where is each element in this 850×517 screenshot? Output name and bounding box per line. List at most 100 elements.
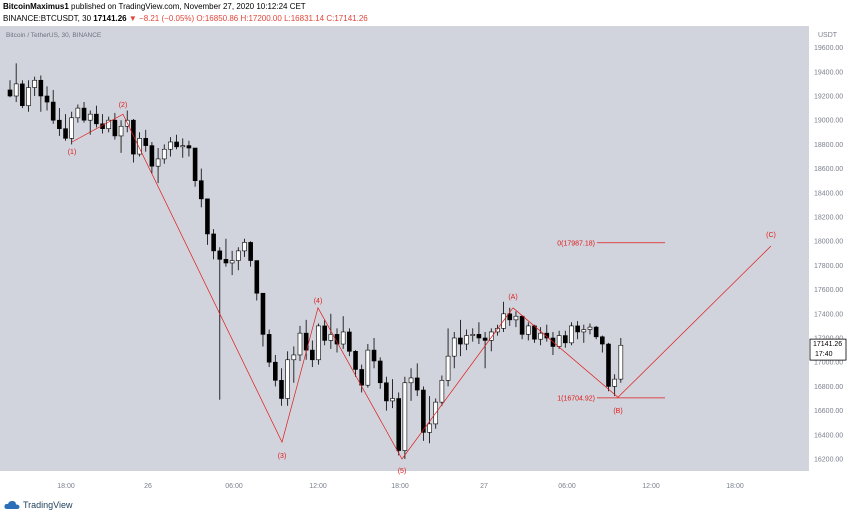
symbol-text: BINANCE:BTCUSDT, 30 [3,14,92,23]
candle-body [569,325,574,344]
wave-label-c: (C) [766,232,776,239]
candle-body [57,119,62,129]
price-tick-label: 16200.00 [814,457,843,464]
candle-body [513,315,519,321]
time-tick-label: 06:00 [558,483,576,490]
candle-body [377,360,383,384]
candle-body [20,83,25,106]
wave-label-b: (B) [613,408,622,415]
candle-body [606,343,611,387]
candle-body [439,380,445,403]
candle-body [575,325,580,333]
candle-body [248,242,253,261]
candle-body [211,233,216,252]
candle-body [69,117,74,139]
candle-body [168,141,173,150]
time-tick-label: 18:00 [57,483,75,490]
candle-body [365,349,371,386]
candle-body [340,331,346,345]
candle-body [32,79,37,88]
candle-body [174,141,179,148]
candle-body [63,128,68,139]
candle-body [562,335,568,344]
candle-body [495,328,500,333]
candle-body [525,325,531,335]
candle-body [161,148,167,160]
candle-body [186,145,192,149]
candle-body [421,389,426,433]
candle-body [587,326,593,330]
publish-info: BitcoinMaximus1 published on TradingView… [3,2,306,11]
candle-body [353,351,358,370]
author-name: BitcoinMaximus1 [3,2,69,11]
tradingview-cloud-icon [4,500,20,509]
candle-body [291,354,297,361]
candle-body [260,292,266,335]
wave-label-a: (A) [508,294,517,301]
candle-body [297,332,303,356]
candle-body [519,315,525,335]
wave-labels: (1) (2) (3) (4) (5) (A) (B) (C) [68,102,776,475]
price-tag-box [809,338,847,361]
fib-levels: 0(17987.18) 1(16704.92) [557,240,665,402]
fib-level-0-label: 0(17987.18) [557,240,595,247]
open-value: O:16850.86 [196,14,239,23]
candle-body [180,145,186,148]
fib-level-1-label: 1(16704.92) [557,395,595,402]
time-tick-label: 12:00 [642,483,660,490]
price-tick-label: 17600.00 [814,287,843,294]
candle-body [507,313,513,321]
price-tick-label: 19600.00 [814,45,843,52]
candle-body [13,83,19,97]
candle-body [26,87,31,106]
candle-body [458,337,463,345]
time-tick-label: 18:00 [391,483,409,490]
quote-line: BINANCE:BTCUSDT, 30 17141.26 ▼ −8.21 (−0… [3,14,368,23]
candle-body [87,113,93,121]
time-tick-label: 18:00 [726,483,744,490]
candle-body [44,95,50,103]
candle-body [488,331,494,341]
candle-body [75,107,81,119]
currency-label: USDT [818,32,838,39]
price-tick-label: 16400.00 [814,432,843,439]
price-chart[interactable]: Bitcoin / TetherUS, 30, BINANCE USDT 196… [0,26,850,498]
price-tag-countdown: 17:40 [815,351,833,358]
price-tick-label: 17000.00 [814,360,843,367]
price-tick-label: 17400.00 [814,311,843,318]
candle-body [396,398,402,451]
candle-body [192,147,198,181]
tradingview-logo[interactable]: TradingView [4,500,73,510]
wave-lines [71,113,772,460]
wave-label-4: (4) [314,298,323,305]
price-tick-label: 18000.00 [814,239,843,246]
price-tick-label: 19400.00 [814,69,843,76]
candle-body [149,145,155,167]
candle-body [273,361,278,381]
candle-body [81,107,87,121]
candle-body [223,259,229,264]
candle-body [38,79,44,97]
wave-label-3: (3) [278,453,287,460]
candle-body [414,377,420,391]
candle-body [470,334,476,336]
candle-body [285,359,290,399]
candle-body [235,250,241,261]
impulse-wave-line [71,113,514,460]
candle-body [106,119,112,129]
candle-body [464,335,469,345]
candle-body [217,250,223,260]
price-tick-label: 16800.00 [814,384,843,391]
candle-body [593,326,599,338]
wave-label-5: (5) [398,468,407,475]
symbol-label: Bitcoin / TetherUS, 30, BINANCE [6,32,102,39]
candles [7,63,624,459]
candle-body [303,332,309,351]
candle-body [402,382,408,451]
price-tick-label: 18800.00 [814,142,843,149]
candle-body [279,380,284,399]
corrective-wave-line [512,245,772,398]
candle-body [482,337,488,341]
candle-body [612,378,617,387]
time-tick-label: 06:00 [225,483,243,490]
